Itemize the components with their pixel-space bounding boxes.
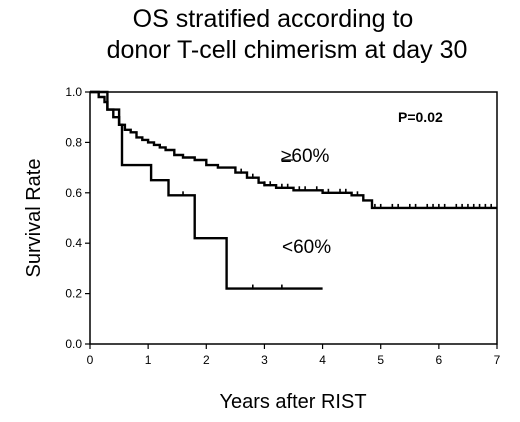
y-tick-label: 0.2 bbox=[65, 287, 82, 301]
p-value-annotation: P=0.02 bbox=[398, 109, 443, 125]
y-tick-label: 0.6 bbox=[65, 186, 82, 200]
series-line-1 bbox=[90, 90, 323, 290]
x-axis-label: Years after RIST bbox=[219, 391, 366, 413]
chart-title-line-2: donor T-cell chimerism at day 30 bbox=[107, 36, 468, 64]
x-tick-label: 0 bbox=[87, 353, 94, 367]
y-tick-label: 1.0 bbox=[65, 85, 82, 99]
series-label-lt60: <60% bbox=[282, 237, 331, 258]
x-tick-label: 5 bbox=[377, 353, 384, 367]
x-tick-label: 7 bbox=[494, 353, 501, 367]
x-axis-ticks: 0 1 2 3 4 5 6 7 bbox=[87, 344, 501, 367]
series-label-ge60: ≥60% bbox=[281, 146, 330, 167]
x-tick-label: 6 bbox=[436, 353, 443, 367]
y-axis-label: Survival Rate bbox=[23, 159, 45, 278]
y-tick-label: 0.8 bbox=[65, 135, 82, 149]
x-tick-label: 1 bbox=[145, 353, 152, 367]
x-tick-label: 2 bbox=[203, 353, 210, 367]
x-tick-label: 4 bbox=[319, 353, 326, 367]
y-tick-label: 0.0 bbox=[65, 337, 82, 351]
y-tick-label: 0.4 bbox=[65, 236, 82, 250]
chart-title-line-1: OS stratified according to bbox=[133, 5, 414, 33]
y-axis-ticks: 0.0 0.2 0.4 0.6 0.8 1.0 bbox=[65, 85, 90, 351]
plot-frame bbox=[89, 91, 498, 345]
series-layer bbox=[90, 90, 497, 290]
x-tick-label: 3 bbox=[261, 353, 268, 367]
